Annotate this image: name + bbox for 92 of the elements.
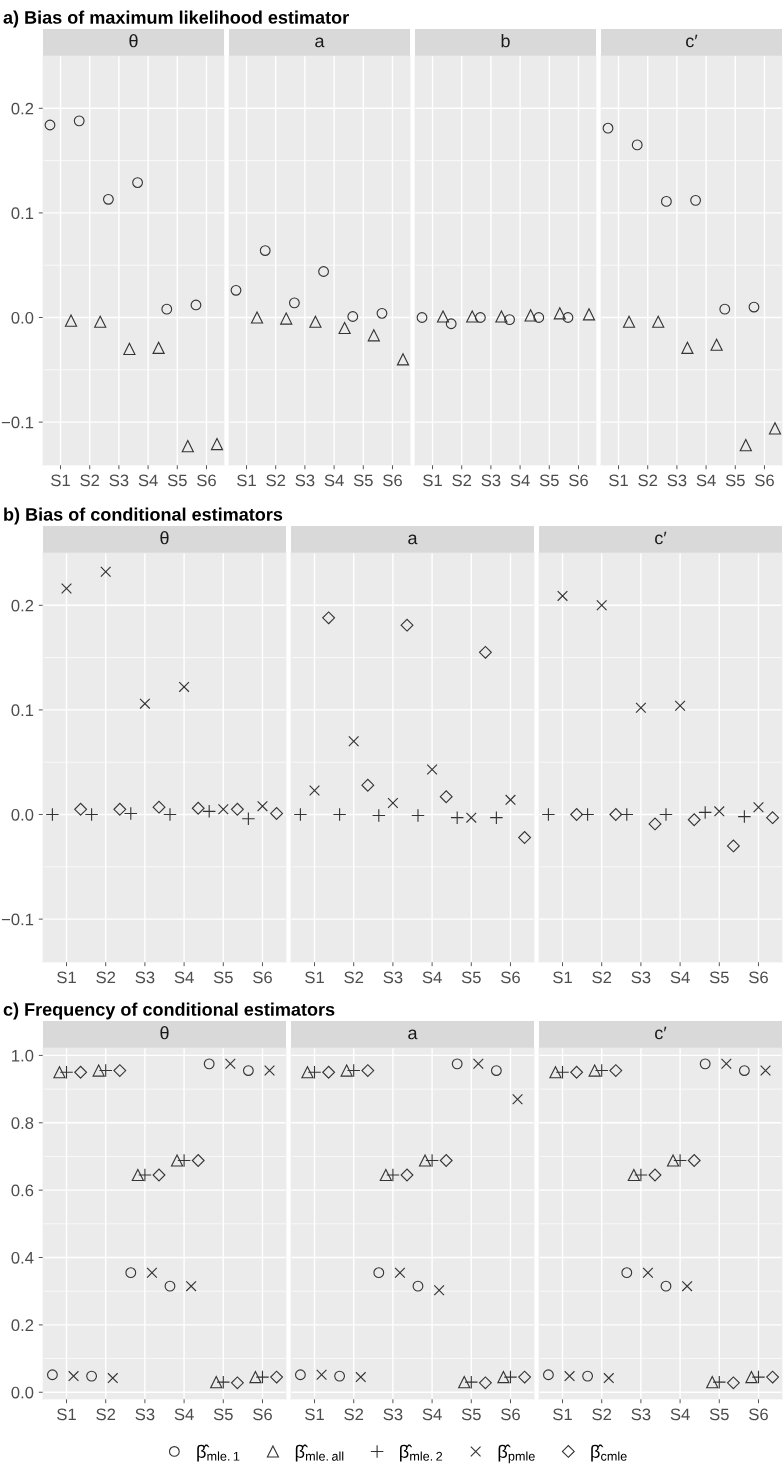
y-tick-label: 0.2 xyxy=(11,599,34,612)
x-tick-label: S4 xyxy=(510,474,530,487)
y-tick-label: −0.1 xyxy=(1,416,34,429)
x-tick-label: S3 xyxy=(667,474,687,487)
text: c) Frequency of conditional estimators xyxy=(3,1002,335,1020)
y-tick-label: 0.0 xyxy=(11,808,34,821)
chart-title: b xyxy=(501,34,510,48)
text: b) Bias of conditional estimators xyxy=(4,507,283,525)
x-tick-label: S1 xyxy=(553,971,572,984)
x-tick-label: S5 xyxy=(539,474,559,487)
x-tick-label: S5 xyxy=(709,971,729,984)
x-tick-label: S3 xyxy=(135,1408,155,1421)
x-tick-label: S1 xyxy=(51,474,70,487)
y-tick-label: 0.6 xyxy=(11,1184,34,1197)
y-tick-label: 0.1 xyxy=(11,207,34,220)
chart-title: c′ xyxy=(686,34,698,48)
x-tick-label: S3 xyxy=(383,971,403,984)
x-tick-label: S4 xyxy=(422,1408,442,1421)
x-tick-label: S6 xyxy=(749,971,768,984)
x-tick-label: S1 xyxy=(423,474,442,487)
x-tick-label: S6 xyxy=(501,1408,520,1421)
x-tick-label: S3 xyxy=(631,1408,651,1421)
x-tick-label: S6 xyxy=(253,1408,272,1421)
chart-title: a xyxy=(315,37,325,48)
x-tick-label: S1 xyxy=(305,971,324,984)
y-tick-label: 0.0 xyxy=(11,311,34,324)
legend-label: β̂$_{pmle}$ xyxy=(498,1444,535,1464)
x-tick-label: S5 xyxy=(709,1408,729,1421)
x-tick-label: S4 xyxy=(670,971,690,984)
legend-label: β̂$_{mle.2}$ xyxy=(400,1444,443,1462)
x-tick-label: S5 xyxy=(461,971,481,984)
y-tick-label: 0.0 xyxy=(11,1386,34,1399)
x-tick-label: S6 xyxy=(749,1408,768,1421)
x-tick-label: S1 xyxy=(57,971,76,984)
x-tick-label: S4 xyxy=(138,474,158,487)
x-tick-label: S6 xyxy=(383,474,402,487)
x-tick-label: S2 xyxy=(452,474,472,487)
y-tick-label: 0.4 xyxy=(11,1251,34,1264)
x-tick-label: S1 xyxy=(553,1408,572,1421)
x-tick-label: S1 xyxy=(237,474,256,487)
chart-title: θ xyxy=(160,1026,169,1040)
y-tick-label: −0.1 xyxy=(1,913,34,926)
x-tick-label: S1 xyxy=(305,1408,324,1421)
chart-title: c′ xyxy=(655,531,667,545)
x-tick-label: S4 xyxy=(422,971,442,984)
x-tick-label: S6 xyxy=(197,474,216,487)
x-tick-label: S2 xyxy=(638,474,658,487)
x-tick-label: S3 xyxy=(135,971,155,984)
y-tick-label: 0.8 xyxy=(11,1117,34,1129)
x-tick-label: S2 xyxy=(96,1408,116,1421)
x-tick-label: S2 xyxy=(344,1408,364,1421)
y-tick-label: 1.0 xyxy=(12,1049,34,1062)
x-tick-label: S6 xyxy=(501,971,520,984)
x-tick-label: S4 xyxy=(670,1408,690,1421)
chart-title: a xyxy=(408,1029,418,1040)
x-tick-label: S2 xyxy=(592,1408,612,1421)
x-tick-label: S4 xyxy=(324,474,344,487)
x-tick-label: S6 xyxy=(569,474,588,487)
x-tick-label: S4 xyxy=(174,1408,194,1421)
x-tick-label: S5 xyxy=(461,1408,481,1421)
x-tick-label: S1 xyxy=(57,1408,76,1421)
legend-label: β̂$_{cmle}$ xyxy=(591,1444,627,1462)
chart-title: a xyxy=(408,534,418,545)
x-tick-label: S3 xyxy=(383,1408,403,1421)
x-tick-label: S6 xyxy=(253,971,272,984)
x-tick-label: S5 xyxy=(167,474,187,487)
x-tick-label: S5 xyxy=(213,1408,233,1421)
y-tick-label: 0.2 xyxy=(11,1319,34,1332)
legend-label: β̂$_{mle.all}$ xyxy=(295,1444,344,1462)
x-tick-label: S2 xyxy=(592,971,612,984)
x-tick-label: S5 xyxy=(353,474,373,487)
x-tick-label: S5 xyxy=(725,474,745,487)
x-tick-label: S1 xyxy=(609,474,628,487)
x-tick-label: S4 xyxy=(174,971,194,984)
x-tick-label: S6 xyxy=(755,474,774,487)
x-tick-label: S2 xyxy=(80,474,100,487)
x-tick-label: S4 xyxy=(696,474,716,487)
x-tick-label: S2 xyxy=(266,474,286,487)
x-tick-label: S3 xyxy=(631,971,651,984)
chart-title: c′ xyxy=(655,1026,667,1040)
x-tick-label: S5 xyxy=(213,971,233,984)
y-tick-label: 0.1 xyxy=(11,704,34,717)
legend-label: β̂$_{mle.1}$ xyxy=(197,1444,240,1462)
y-tick-label: 0.2 xyxy=(11,102,34,115)
chart-title: θ xyxy=(160,531,169,545)
x-tick-label: S2 xyxy=(96,971,116,984)
chart-title: θ xyxy=(129,34,138,48)
x-tick-label: S3 xyxy=(109,474,129,487)
x-tick-label: S3 xyxy=(295,474,315,487)
x-tick-label: S3 xyxy=(481,474,501,487)
text: a) Bias of maximum likelihood estimator xyxy=(3,10,349,28)
x-tick-label: S2 xyxy=(344,971,364,984)
